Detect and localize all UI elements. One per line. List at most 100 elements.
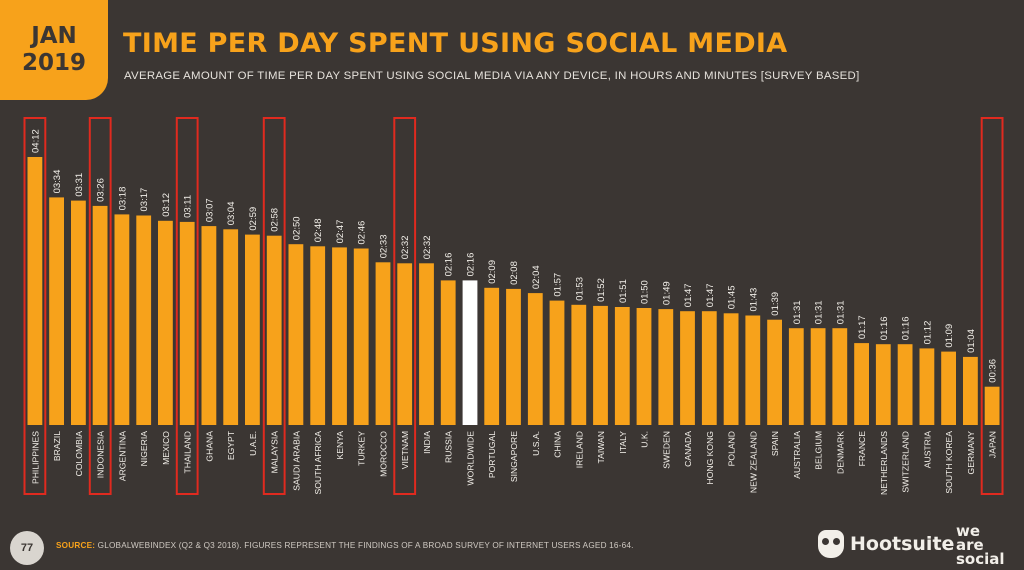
- page-subtitle: AVERAGE AMOUNT OF TIME PER DAY SPENT USI…: [124, 70, 860, 82]
- highlight-box: [88, 117, 112, 495]
- data-label: 02:08: [509, 261, 520, 285]
- data-label: 02:32: [422, 236, 433, 260]
- bar: [636, 308, 652, 425]
- category-label: SAUDI ARABIA: [291, 431, 301, 491]
- category-label: TAIWAN: [596, 431, 606, 463]
- bar: [701, 311, 717, 425]
- data-label: 01:31: [835, 300, 846, 324]
- data-label: 03:18: [117, 187, 128, 211]
- data-label: 03:34: [52, 170, 63, 194]
- page-number: 77: [10, 531, 44, 565]
- bar: [92, 205, 108, 425]
- data-label: 01:12: [922, 321, 933, 345]
- category-label: SOUTH KOREA: [944, 431, 954, 494]
- was-social: social: [956, 550, 1005, 568]
- bar: [527, 293, 543, 425]
- bar: [462, 280, 478, 425]
- category-label: MOROCCO: [379, 431, 389, 477]
- bar: [941, 351, 956, 425]
- bar: [810, 328, 826, 425]
- bar: [614, 307, 630, 425]
- data-label: 01:52: [596, 278, 607, 302]
- bar: [593, 305, 608, 425]
- bar: [397, 263, 413, 425]
- bar: [266, 235, 282, 425]
- bar: [919, 348, 935, 425]
- highlight-box: [393, 117, 417, 495]
- data-label: 02:33: [379, 235, 390, 259]
- source-text: GLOBALWEBINDEX (Q2 & Q3 2018). FIGURES R…: [97, 541, 634, 550]
- data-label: 02:50: [291, 216, 302, 240]
- data-label: 03:04: [226, 202, 237, 226]
- data-label: 01:31: [814, 300, 825, 324]
- category-label: ARGENTINA: [117, 431, 127, 481]
- category-label: HONG KONG: [705, 431, 715, 485]
- bar: [767, 319, 782, 425]
- data-label: 01:04: [966, 329, 977, 353]
- data-label: 01:47: [705, 283, 716, 307]
- category-label: COLOMBIA: [74, 431, 84, 477]
- hootsuite-logo: Hootsuite: [818, 530, 954, 558]
- data-label: 01:49: [661, 281, 672, 305]
- data-label: 01:51: [618, 279, 629, 303]
- category-label: INDIA: [422, 431, 432, 454]
- bar: [832, 328, 848, 425]
- bar: [114, 214, 130, 425]
- data-label: 01:17: [857, 315, 868, 339]
- highlight-box: [262, 117, 286, 495]
- category-label: INDONESIA: [96, 431, 106, 479]
- data-label: 02:16: [466, 253, 477, 277]
- category-label: AUSTRIA: [922, 431, 932, 469]
- data-label: 02:09: [487, 260, 498, 284]
- category-label: POLAND: [727, 431, 737, 466]
- owl-icon: [818, 530, 844, 558]
- was-we: we: [956, 522, 981, 540]
- bar: [788, 328, 804, 425]
- category-label: NEW ZEALAND: [748, 431, 758, 493]
- data-label: 02:58: [270, 208, 281, 232]
- data-label: 03:31: [74, 173, 85, 197]
- category-label: AUSTRALIA: [792, 431, 802, 479]
- category-label: RUSSIA: [444, 431, 454, 463]
- category-label: MEXICO: [161, 431, 171, 465]
- category-label: MALAYSIA: [270, 431, 280, 474]
- bar: [136, 215, 152, 425]
- bar: [745, 315, 761, 425]
- bar: [984, 386, 1000, 425]
- data-label: 01:53: [574, 277, 585, 301]
- category-label: CHINA: [553, 431, 563, 458]
- badge-year: 2019: [21, 50, 86, 76]
- data-label: 01:31: [792, 300, 803, 324]
- bar: [723, 313, 739, 425]
- bar: [658, 309, 674, 425]
- data-label: 01:43: [748, 288, 759, 312]
- category-label: SPAIN: [770, 431, 780, 456]
- data-label: 03:07: [204, 198, 215, 222]
- category-label: KENYA: [335, 431, 345, 460]
- category-label: GERMANY: [966, 431, 976, 475]
- category-label: DENMARK: [835, 431, 845, 474]
- category-label: FRANCE: [857, 431, 867, 467]
- category-label: WORLDWIDE: [466, 431, 476, 486]
- data-label: 04:12: [30, 129, 41, 153]
- data-label: 01:47: [683, 283, 694, 307]
- data-label: 02:47: [335, 220, 346, 244]
- bar: [71, 200, 86, 425]
- data-label: 03:11: [183, 195, 194, 218]
- bar: [680, 311, 695, 425]
- data-label: 01:16: [901, 316, 912, 340]
- data-label: 02:16: [444, 253, 455, 277]
- data-label: 01:09: [944, 324, 955, 348]
- category-label: NETHERLANDS: [879, 431, 889, 495]
- bar: [440, 280, 456, 425]
- bar: [245, 234, 260, 425]
- bar: [332, 247, 347, 425]
- category-label: U.K.: [640, 431, 650, 448]
- bar: [49, 197, 64, 425]
- category-label: ITALY: [618, 431, 628, 454]
- badge-month: JAN: [31, 23, 77, 49]
- data-label: 01:50: [640, 280, 651, 304]
- category-label: CANADA: [683, 431, 693, 467]
- category-label: SINGAPORE: [509, 431, 519, 482]
